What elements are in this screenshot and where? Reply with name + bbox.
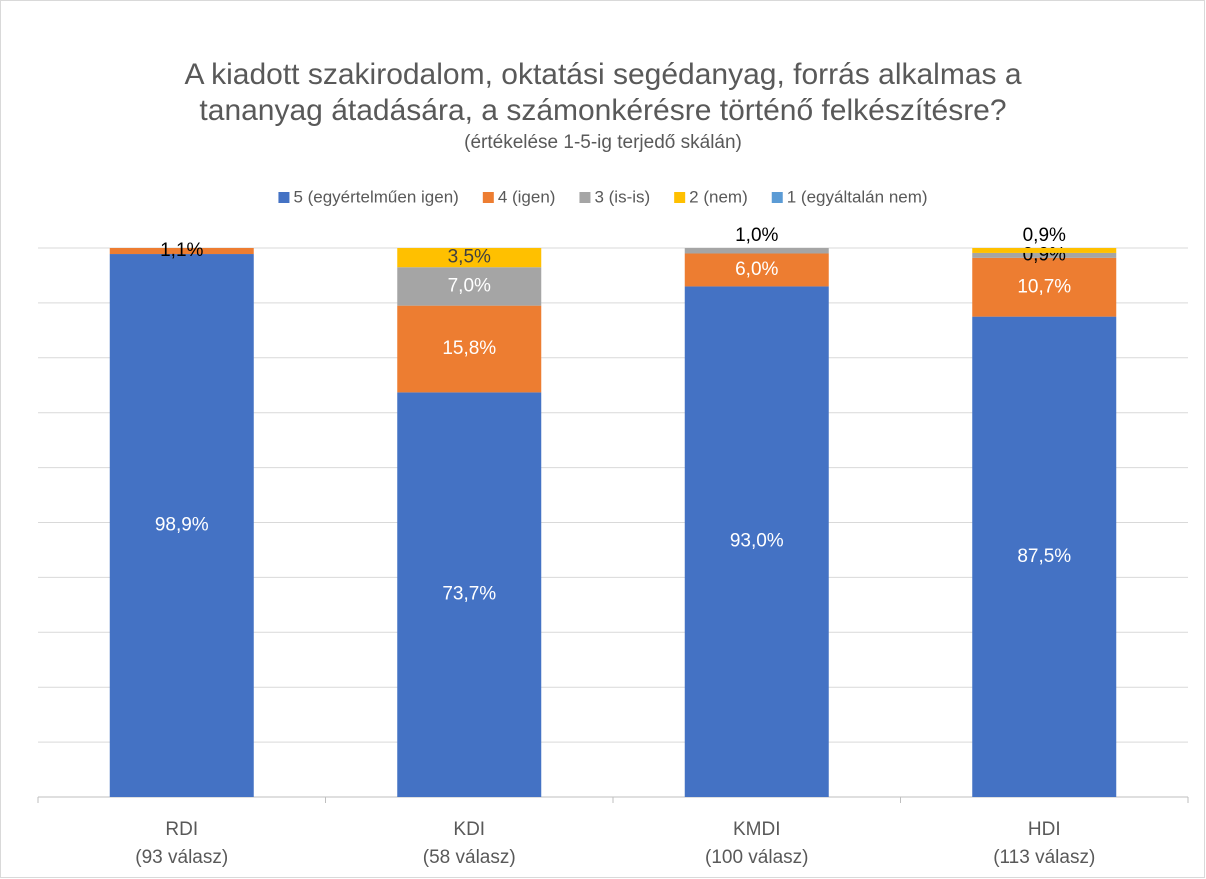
chart-title: A kiadott szakirodalom, oktatási segédan…	[184, 58, 1021, 91]
data-label: 7,0%	[448, 275, 491, 296]
bar-segment	[684, 286, 829, 797]
data-label: 73,7%	[442, 584, 496, 605]
x-tick-label: KDI	[453, 819, 485, 840]
x-tick-label: (113 válasz)	[993, 847, 1095, 868]
legend-swatch	[278, 192, 290, 203]
data-label: 0,9%	[1023, 225, 1066, 246]
x-tick-label: KMDI	[733, 819, 781, 840]
legend-label: 1 (egyáltalán nem)	[787, 187, 928, 206]
legend-label: 3 (is-is)	[594, 187, 650, 206]
data-label: 93,0%	[730, 531, 784, 552]
legend-label: 5 (egyértelműen igen)	[293, 187, 458, 206]
data-label: 15,8%	[442, 338, 496, 359]
legend-swatch	[771, 192, 783, 203]
data-label: 3,5%	[448, 247, 491, 268]
bar-segment	[972, 257, 1117, 317]
data-label: 10,7%	[1017, 276, 1071, 297]
data-label: 87,5%	[1017, 546, 1071, 567]
bar-segment	[972, 248, 1117, 253]
bar-segment	[397, 305, 542, 393]
data-label: 6,0%	[735, 259, 778, 280]
bar-segment	[397, 248, 542, 268]
bar-segment	[684, 248, 829, 254]
legend-swatch	[674, 192, 686, 203]
chart-title: tananyag átadására, a számonkérésre tört…	[199, 94, 1006, 127]
data-label: 98,9%	[155, 515, 209, 536]
bar-segment	[972, 316, 1117, 797]
bar-segment	[972, 252, 1117, 258]
x-tick-label: (93 válasz)	[135, 847, 228, 868]
data-label: 1,0%	[735, 225, 778, 246]
bar-segment	[397, 392, 542, 797]
x-tick-label: (100 válasz)	[705, 847, 809, 868]
data-label: 1,1%	[160, 240, 203, 261]
legend-label: 4 (igen)	[498, 187, 556, 206]
legend: 5 (egyértelműen igen) 4 (igen) 3 (is-is) 2 …	[278, 187, 928, 206]
data-label: 0,9%	[1023, 244, 1066, 265]
x-tick-label: HDI	[1028, 819, 1061, 840]
legend-label: 2 (nem)	[689, 187, 748, 206]
legend-swatch	[482, 192, 494, 203]
chart-subtitle: (értékelése 1-5-ig terjedő skálán)	[464, 132, 742, 153]
bar-segment	[109, 248, 254, 255]
bar-segment	[109, 254, 254, 797]
bar-segment	[397, 267, 542, 306]
x-tick-label: (58 válasz)	[423, 847, 516, 868]
x-tick-label: RDI	[165, 819, 198, 840]
legend-swatch	[579, 192, 591, 203]
bar-segment	[684, 253, 829, 287]
